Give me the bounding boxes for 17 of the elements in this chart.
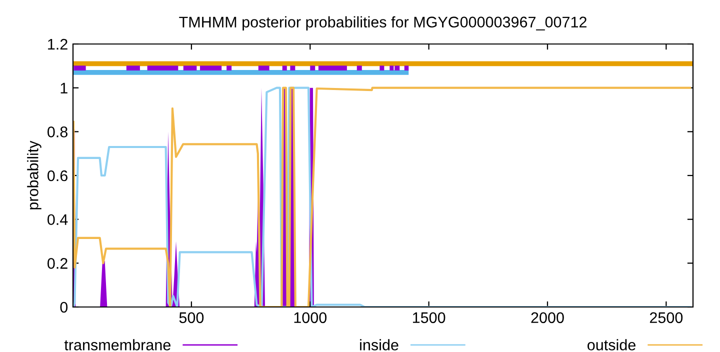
y-tick-label: 0 — [60, 302, 68, 313]
y-tick-label: 0.6 — [48, 170, 68, 182]
x-tick-label: 1000 — [294, 312, 327, 324]
y-tick-label: 1 — [60, 82, 68, 94]
y-tick-label: 0.8 — [48, 126, 68, 138]
y-tick-label: 1.2 — [48, 38, 68, 50]
x-tick-label: 2500 — [650, 312, 683, 324]
y-tick-label: 0.4 — [48, 214, 68, 226]
legend-label: inside — [360, 339, 398, 350]
y-tick-label: 0.2 — [48, 258, 68, 269]
chart-title: TMHMM posterior probabilities for MGYG000003967_00712 — [179, 16, 586, 31]
legend-label: transmembrane — [64, 339, 170, 350]
legend-label: outside — [588, 339, 636, 350]
x-tick-label: 500 — [179, 312, 204, 324]
x-tick-label: 1500 — [412, 312, 446, 324]
x-tick-label: 2000 — [531, 312, 564, 324]
y-axis-title: probability — [27, 140, 42, 210]
